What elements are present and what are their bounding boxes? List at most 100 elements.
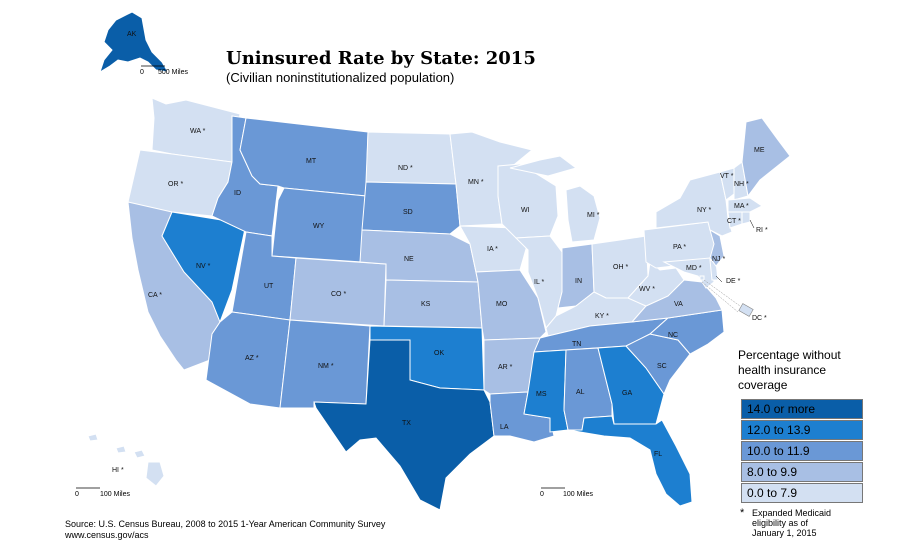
state-DC[interactable]: [699, 275, 705, 281]
hawaii-scale-zero: 0: [75, 491, 79, 498]
source-url[interactable]: www.census.gov/acs: [65, 530, 149, 540]
note-line: eligibility as of: [752, 518, 809, 528]
state-label-FL: FL: [654, 451, 662, 458]
legend-item-8-9: 8.0 to 9.9: [741, 462, 863, 482]
hawaii-scale-bar: 0 100 Miles: [75, 487, 130, 498]
state-label-IN: IN: [575, 278, 582, 285]
state-label-PA: PA *: [673, 244, 686, 251]
state-label-DE: DE *: [726, 278, 741, 285]
state-label-RI: RI *: [756, 227, 768, 234]
state-label-NV: NV *: [196, 263, 211, 270]
state-label-GA: GA: [622, 390, 632, 397]
state-ND[interactable]: [365, 131, 457, 185]
state-label-MD: MD *: [686, 265, 702, 272]
legend-title: Percentage without health insurance cove…: [738, 348, 888, 393]
state-WV[interactable]: [627, 261, 685, 307]
state-MI[interactable]: [509, 155, 601, 243]
state-NV[interactable]: [161, 211, 247, 324]
dc-leader-line-2: [701, 281, 739, 313]
note-line: Expanded Medicaid: [752, 508, 832, 518]
medicaid-note: Expanded Medicaid eligibility as of Janu…: [752, 508, 842, 538]
note-line: January 1, 2015: [752, 528, 817, 538]
alaska-scale-bar: 0 500 Miles: [140, 65, 188, 76]
state-label-ME: ME: [754, 147, 765, 154]
state-ME[interactable]: [741, 117, 791, 198]
hawaii-scale-label: 100 Miles: [100, 491, 130, 498]
state-label-NY: NY *: [697, 207, 712, 214]
legend-title-line: health insurance: [738, 363, 827, 377]
state-KS[interactable]: [383, 279, 483, 329]
state-MA[interactable]: [727, 197, 763, 213]
state-label-WV: WV *: [639, 286, 655, 293]
de-leader-line: [715, 275, 723, 283]
state-label-AL: AL: [576, 389, 585, 396]
state-label-MN: MN *: [468, 179, 484, 186]
asterisk-icon: *: [740, 507, 745, 519]
state-label-MA: MA *: [734, 203, 749, 210]
state-label-OH: OH *: [613, 264, 628, 271]
state-label-WA: WA *: [190, 128, 206, 135]
state-label-OR: OR *: [168, 181, 183, 188]
state-label-IL: IL *: [534, 279, 545, 286]
state-AK[interactable]: [99, 11, 169, 74]
legend: 14.0 or more 12.0 to 13.9 10.0 to 11.9 8…: [741, 399, 863, 504]
state-label-NJ: NJ *: [712, 256, 726, 263]
state-HI[interactable]: [87, 433, 165, 487]
state-label-NH: NH *: [734, 181, 749, 188]
state-TX[interactable]: [313, 339, 495, 511]
state-label-MI: MI *: [587, 212, 600, 219]
source-note: Source: U.S. Census Bureau, 2008 to 2015…: [65, 519, 385, 541]
dc-leader-line: [703, 279, 741, 307]
state-SD[interactable]: [361, 181, 461, 235]
state-label-ID: ID: [234, 190, 241, 197]
legend-title-line: Percentage without: [738, 348, 841, 362]
state-label-DC: DC *: [752, 315, 767, 322]
mainland-scale-zero: 0: [540, 491, 544, 498]
state-label-MO: MO: [496, 301, 508, 308]
state-label-AK: AK: [127, 31, 137, 38]
state-label-AR: AR *: [498, 364, 513, 371]
state-label-TN: TN: [572, 341, 581, 348]
state-label-CT: CT *: [727, 218, 741, 225]
state-label-HI: HI *: [112, 467, 124, 474]
legend-item-14-plus: 14.0 or more: [741, 399, 863, 419]
state-label-TX: TX: [402, 420, 411, 427]
alaska-scale-zero: 0: [140, 69, 144, 76]
dc-callout: [738, 303, 754, 317]
alaska-scale-label: 500 Miles: [158, 69, 188, 76]
state-label-VA: VA: [674, 301, 683, 308]
state-label-IA: IA *: [487, 246, 498, 253]
state-RI[interactable]: [741, 211, 751, 225]
state-label-AZ: AZ *: [245, 355, 259, 362]
legend-title-line: coverage: [738, 378, 788, 392]
legend-label: 10.0 to 11.9: [747, 444, 810, 458]
state-label-WI: WI: [521, 207, 530, 214]
state-label-SD: SD: [403, 209, 413, 216]
state-label-MS: MS: [536, 391, 547, 398]
state-label-UT: UT: [264, 283, 274, 290]
state-label-KY: KY *: [595, 313, 609, 320]
legend-label: 8.0 to 9.9: [747, 465, 798, 479]
state-label-LA: LA: [500, 424, 509, 431]
legend-item-12-13: 12.0 to 13.9: [741, 420, 863, 440]
mainland-scale-label: 100 Miles: [563, 491, 593, 498]
state-label-VT: VT *: [720, 173, 734, 180]
state-label-NM: NM *: [318, 363, 334, 370]
source-line[interactable]: Source: U.S. Census Bureau, 2008 to 2015…: [65, 519, 386, 529]
state-label-CO: CO *: [331, 291, 346, 298]
ri-leader-line: [749, 219, 755, 229]
state-label-CA: CA *: [148, 292, 162, 299]
state-label-MT: MT: [306, 158, 317, 165]
state-label-NE: NE: [404, 256, 414, 263]
map-subtitle: (Civilian noninstitutionalized populatio…: [226, 70, 455, 85]
map-title: Uninsured Rate by State: 2015: [226, 48, 536, 69]
state-NJ[interactable]: [709, 228, 725, 267]
state-FL[interactable]: [567, 415, 693, 507]
legend-item-10-11: 10.0 to 11.9: [741, 441, 863, 461]
state-label-ND: ND *: [398, 165, 413, 172]
state-label-OK: OK: [434, 350, 444, 357]
state-label-KS: KS: [421, 301, 431, 308]
legend-label: 14.0 or more: [747, 402, 816, 416]
legend-item-0-7: 0.0 to 7.9: [741, 483, 863, 503]
